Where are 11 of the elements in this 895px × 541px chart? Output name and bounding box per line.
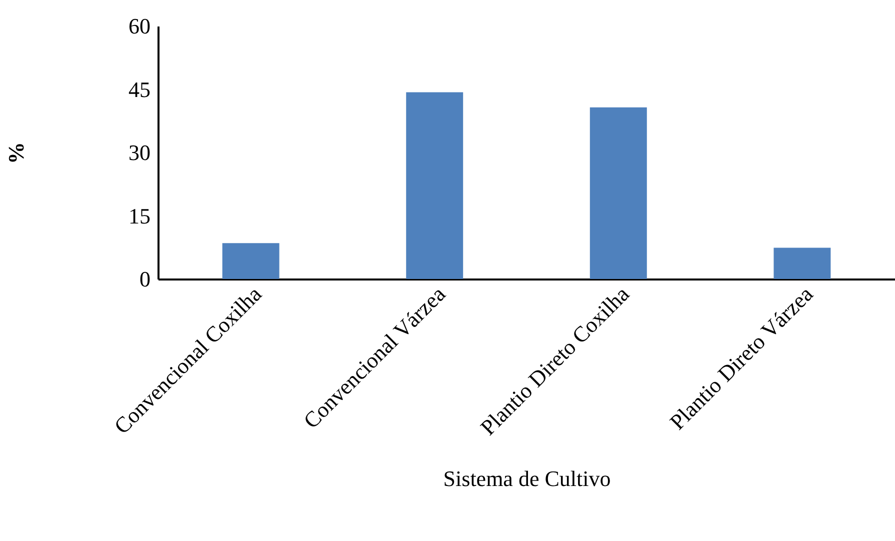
bar (406, 92, 464, 279)
bar (590, 107, 647, 279)
y-tick-label: 15 (128, 203, 150, 228)
y-tick-label: 60 (128, 14, 150, 38)
bar (222, 243, 280, 279)
y-tick-label: 0 (140, 266, 150, 292)
y-axis-title: % (4, 142, 28, 164)
y-tick-label: 45 (128, 76, 150, 102)
bar (774, 248, 831, 279)
y-tick-label: 30 (128, 140, 150, 165)
x-axis-title: Sistema de Cultivo (443, 466, 611, 492)
